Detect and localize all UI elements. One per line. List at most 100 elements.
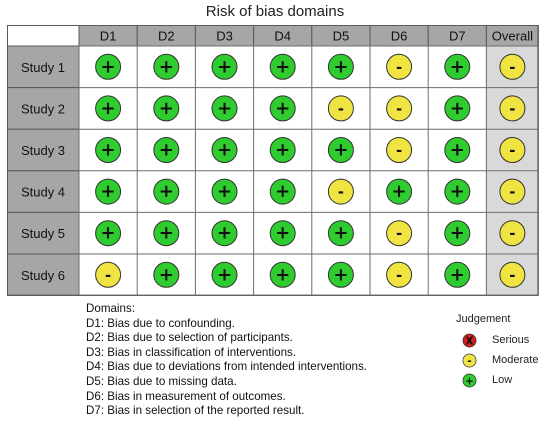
judgement-low-study-3-d5: + bbox=[327, 137, 354, 163]
svg-text:D1: D1 bbox=[100, 29, 117, 44]
svg-text:-: - bbox=[396, 100, 402, 118]
svg-text:-: - bbox=[396, 225, 402, 243]
risk-of-bias-table: D1 D2 D3 D4 D5 D6 D7 Overall Study 1 Study 2 Study… bbox=[7, 25, 539, 296]
svg-text:+: + bbox=[159, 98, 174, 119]
moderate-icon: - bbox=[462, 353, 477, 368]
judgement-moderate-study-4-overall: - bbox=[499, 178, 526, 205]
svg-text:-: - bbox=[509, 266, 515, 284]
judgement-low-study-3-d3: + bbox=[211, 137, 238, 163]
column-header-d5: D5 bbox=[311, 25, 371, 47]
domain-d2: D2: Bias due to selection of participant… bbox=[86, 331, 293, 345]
domain-d7: D7: Bias in selection of the reported re… bbox=[86, 404, 305, 418]
svg-text:X: X bbox=[466, 335, 474, 347]
judgement-low-study-3-d1: + bbox=[95, 137, 122, 163]
judgement-moderate-study-5-overall: - bbox=[499, 220, 526, 247]
svg-text:-: - bbox=[338, 183, 344, 201]
judgement-moderate-study-6-d6: - bbox=[386, 261, 413, 288]
judgement-low-study-1-d3: + bbox=[211, 53, 238, 80]
svg-text:-: - bbox=[509, 142, 515, 160]
judgement-low-study-2-d1: + bbox=[95, 95, 122, 122]
judgement-low-study-4-d4: + bbox=[269, 178, 296, 205]
svg-text:+: + bbox=[101, 223, 116, 244]
domain-d6: D6: Bias in measurement of outcomes. bbox=[86, 389, 286, 403]
judgement-low-study-4-d1: + bbox=[95, 178, 122, 205]
svg-text:+: + bbox=[101, 56, 116, 77]
judgement-low-study-1-d2: + bbox=[153, 53, 180, 80]
svg-text:D6: D6 bbox=[391, 29, 408, 44]
svg-text:D7: D7 bbox=[449, 29, 466, 44]
svg-text:+: + bbox=[333, 264, 348, 285]
svg-text:+: + bbox=[275, 223, 290, 244]
judgement-low-study-6-d5: + bbox=[327, 261, 354, 288]
judgement-moderate-study-2-d5: - bbox=[327, 95, 354, 122]
judgement-low-study-5-d1: + bbox=[95, 220, 122, 247]
judgement-low-study-6-d3: + bbox=[211, 261, 238, 288]
judgement-low-study-4-d6: + bbox=[386, 178, 413, 205]
judgement-moderate-study-1-d6: - bbox=[386, 53, 413, 80]
svg-text:+: + bbox=[159, 140, 174, 161]
judgement-low-study-1-d7: + bbox=[444, 53, 471, 80]
svg-text:-: - bbox=[509, 183, 515, 201]
svg-text:D5: D5 bbox=[333, 29, 350, 44]
domain-d5: D5: Bias due to missing data. bbox=[86, 374, 237, 388]
svg-text:+: + bbox=[275, 98, 290, 119]
svg-text:+: + bbox=[333, 140, 348, 161]
svg-text:+: + bbox=[101, 98, 116, 119]
column-header-overall: Overall bbox=[485, 25, 539, 47]
svg-text:+: + bbox=[159, 56, 174, 77]
column-header-d2: D2 bbox=[136, 25, 196, 47]
svg-text:Study 3: Study 3 bbox=[21, 143, 65, 158]
judgement-moderate-study-2-overall: - bbox=[499, 95, 526, 122]
domains-heading: Domains: bbox=[86, 302, 135, 315]
svg-text:+: + bbox=[450, 223, 465, 244]
svg-text:-: - bbox=[105, 266, 111, 284]
judgement-moderate-study-1-overall: - bbox=[499, 53, 526, 80]
row-label-study-5: Study 5 bbox=[7, 211, 80, 255]
serious-icon: X bbox=[462, 333, 477, 348]
judgement-low-study-2-d7: + bbox=[444, 95, 471, 122]
svg-text:+: + bbox=[159, 264, 174, 285]
domain-d1: D1: Bias due to confounding. bbox=[86, 316, 235, 330]
svg-text:+: + bbox=[450, 98, 465, 119]
judgement-moderate-study-3-d6: - bbox=[386, 137, 413, 163]
legend-item-low: + Low bbox=[452, 371, 548, 391]
svg-text:-: - bbox=[509, 225, 515, 243]
svg-text:Overall: Overall bbox=[492, 29, 533, 44]
svg-text:+: + bbox=[217, 140, 232, 161]
legend-item-moderate: - Moderate bbox=[452, 351, 548, 371]
svg-text:+: + bbox=[159, 223, 174, 244]
domain-d4: D4: Bias due to deviations from intended… bbox=[86, 360, 367, 374]
column-header-d7: D7 bbox=[427, 25, 487, 47]
svg-text:+: + bbox=[217, 98, 232, 119]
svg-text:+: + bbox=[217, 181, 232, 202]
svg-text:+: + bbox=[159, 181, 174, 202]
judgement-low-study-2-d2: + bbox=[153, 95, 180, 122]
row-label-study-6: Study 6 bbox=[7, 253, 80, 296]
judgement-low-study-4-d7: + bbox=[444, 178, 471, 205]
judgement-low-study-1-d1: + bbox=[95, 53, 122, 80]
svg-text:+: + bbox=[450, 56, 465, 77]
svg-text:+: + bbox=[217, 56, 232, 77]
svg-text:+: + bbox=[275, 140, 290, 161]
judgement-moderate-study-2-d6: - bbox=[386, 95, 413, 122]
svg-text:+: + bbox=[333, 56, 348, 77]
svg-text:Study 5: Study 5 bbox=[21, 226, 65, 241]
domains-list: Domains: D1: Bias due to confounding. D2… bbox=[86, 302, 367, 419]
legend-item-serious: X Serious bbox=[452, 331, 548, 351]
row-label-study-3: Study 3 bbox=[7, 128, 80, 172]
svg-text:D4: D4 bbox=[274, 29, 291, 44]
judgement-low-study-5-d3: + bbox=[211, 220, 238, 247]
judgement-legend: Judgement X Serious - Moderate + Low bbox=[452, 313, 548, 415]
legend-label-low: Low bbox=[492, 374, 513, 386]
column-header-d6: D6 bbox=[369, 25, 429, 47]
svg-text:+: + bbox=[450, 264, 465, 285]
svg-text:-: - bbox=[396, 142, 402, 160]
chart-title: Risk of bias domains bbox=[205, 3, 345, 20]
judgement-low-study-3-d4: + bbox=[269, 137, 296, 163]
svg-text:+: + bbox=[101, 181, 116, 202]
svg-text:+: + bbox=[392, 181, 407, 202]
judgement-moderate-study-4-d5: - bbox=[327, 178, 354, 205]
judgement-low-study-2-d4: + bbox=[269, 95, 296, 122]
row-label-study-4: Study 4 bbox=[7, 170, 80, 213]
svg-text:Study 6: Study 6 bbox=[21, 268, 65, 283]
